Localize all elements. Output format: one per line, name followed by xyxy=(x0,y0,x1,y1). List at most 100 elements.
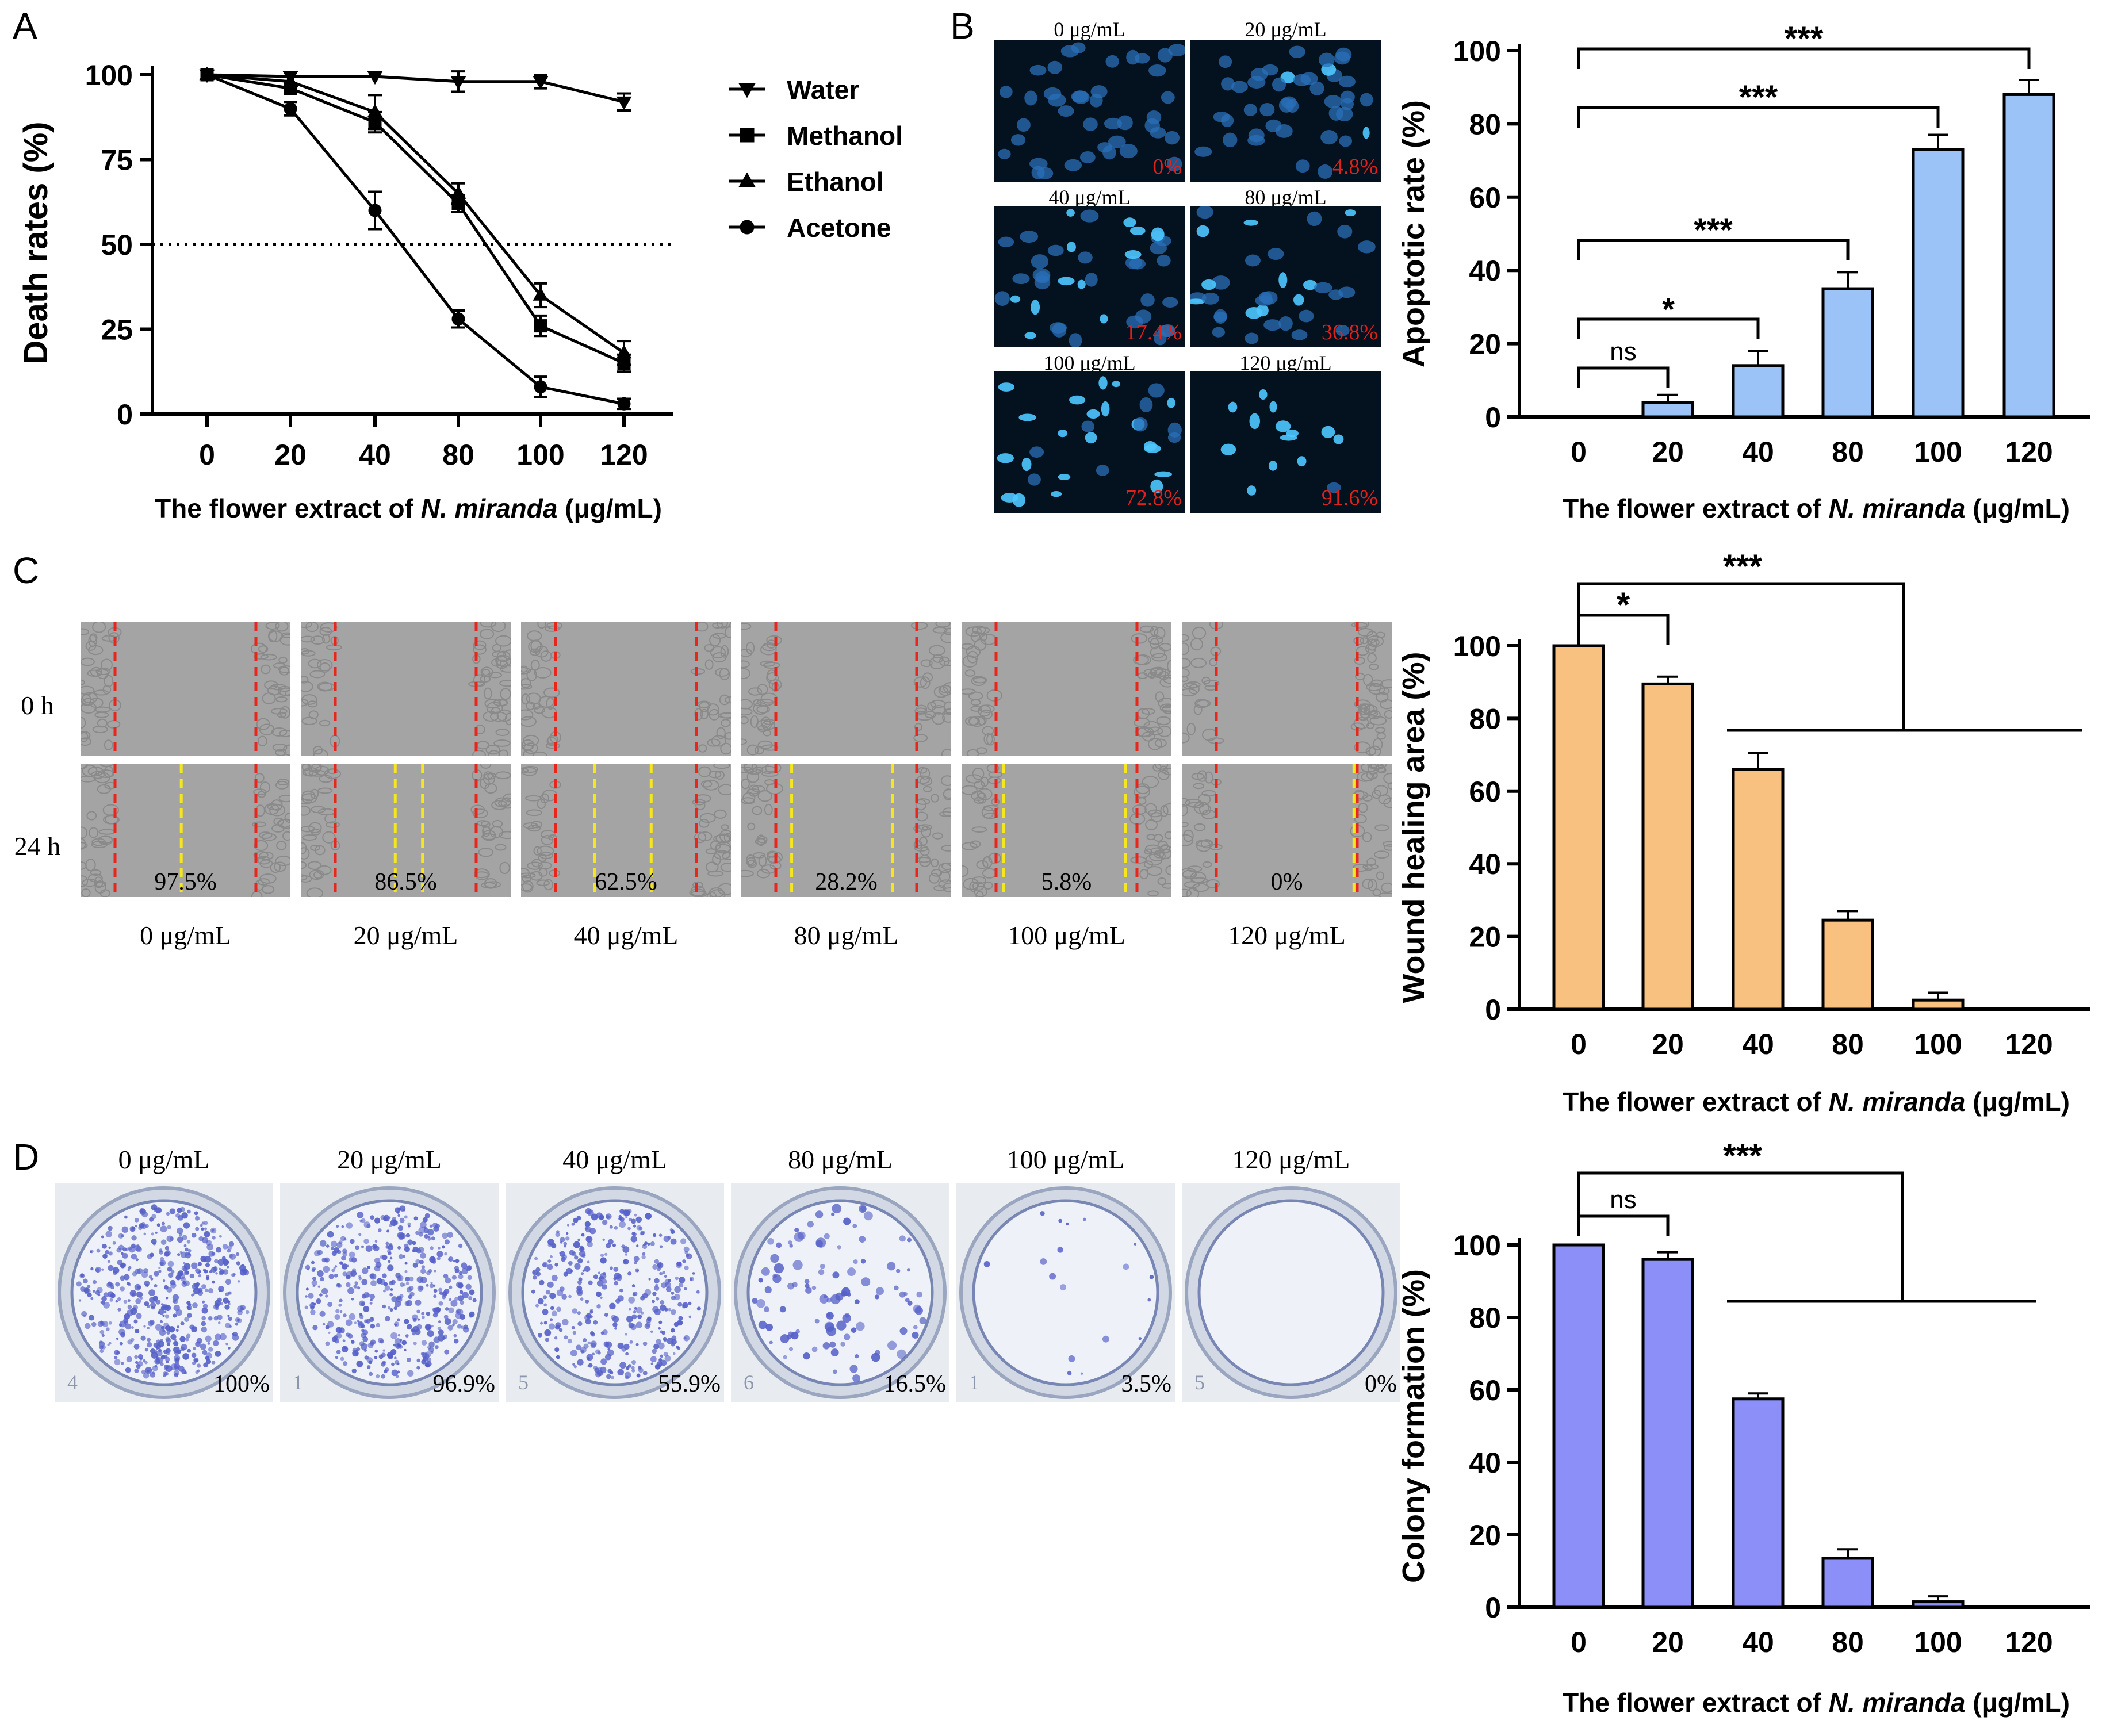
cell-texture xyxy=(251,642,267,655)
nucleus xyxy=(1029,64,1047,76)
colony xyxy=(430,1282,433,1285)
colony xyxy=(335,1356,338,1359)
data-point xyxy=(368,204,382,217)
colony xyxy=(158,1270,162,1273)
colony xyxy=(683,1246,690,1252)
cell-texture xyxy=(97,718,108,728)
cell-texture xyxy=(741,778,750,790)
colony xyxy=(164,1327,168,1330)
cell-texture xyxy=(319,775,333,783)
colony xyxy=(641,1255,646,1259)
nucleus xyxy=(1037,167,1054,179)
colony xyxy=(805,1287,812,1294)
colony xyxy=(623,1209,630,1217)
cell-texture xyxy=(940,632,951,643)
cell-texture xyxy=(713,764,730,769)
colony xyxy=(377,1228,382,1232)
cell-texture xyxy=(1382,841,1392,847)
colony xyxy=(413,1342,417,1346)
wound-closure-percent: 62.5% xyxy=(595,869,657,895)
colony xyxy=(602,1284,607,1290)
colony xyxy=(217,1259,224,1266)
colony xyxy=(385,1241,389,1246)
colony xyxy=(860,1259,866,1264)
colony xyxy=(1134,1243,1137,1246)
colony xyxy=(660,1359,667,1366)
colony xyxy=(202,1350,208,1355)
significance-label: *** xyxy=(1785,20,1824,58)
cell-texture xyxy=(529,648,541,656)
colony xyxy=(443,1288,450,1294)
nucleus xyxy=(1340,90,1355,104)
colony xyxy=(158,1266,161,1269)
colony xyxy=(135,1268,141,1275)
y-tick-label: 80 xyxy=(1469,108,1501,140)
colony xyxy=(774,1263,784,1274)
bar-40 xyxy=(1732,1397,1785,1609)
bar-40 xyxy=(1732,364,1785,419)
colony xyxy=(319,1310,326,1317)
wound-dose-label: 100 μg/mL xyxy=(1008,921,1125,950)
colony xyxy=(116,1351,120,1355)
apoptotic-nucleus xyxy=(1012,493,1026,507)
colony xyxy=(403,1209,405,1212)
colony xyxy=(415,1259,420,1264)
colony xyxy=(561,1256,566,1262)
colony xyxy=(115,1300,118,1303)
colony xyxy=(983,1260,990,1267)
cell-texture xyxy=(707,738,721,747)
cell-texture xyxy=(1366,722,1374,729)
colony xyxy=(469,1289,475,1296)
colony xyxy=(789,1244,794,1248)
colony xyxy=(125,1323,132,1330)
colony xyxy=(103,1292,109,1298)
colony xyxy=(336,1350,341,1355)
colony xyxy=(189,1273,194,1279)
cell-texture xyxy=(319,662,331,673)
colony xyxy=(152,1296,158,1301)
colony xyxy=(662,1271,665,1274)
cell-texture xyxy=(745,642,755,654)
apoptotic-nucleus xyxy=(1275,420,1291,432)
colony xyxy=(370,1339,376,1345)
wound-dose-label: 40 μg/mL xyxy=(573,921,679,950)
colony xyxy=(571,1325,575,1329)
colony xyxy=(418,1227,426,1234)
colony xyxy=(198,1274,202,1278)
cell-texture xyxy=(756,705,770,714)
apoptotic-nucleus xyxy=(1201,279,1216,290)
cell-texture xyxy=(938,863,951,873)
cell-texture xyxy=(269,804,285,817)
colony xyxy=(325,1294,328,1298)
cell-texture xyxy=(490,711,507,722)
cell-texture xyxy=(702,780,719,791)
cell-texture xyxy=(712,853,721,865)
colony xyxy=(144,1348,148,1352)
colony xyxy=(370,1298,373,1301)
x-tick-label: 100 xyxy=(1914,1028,1962,1060)
significance-bracket xyxy=(1577,1214,1670,1236)
cell-texture xyxy=(522,874,531,883)
colony xyxy=(675,1276,679,1281)
nucleus xyxy=(1097,142,1113,153)
colony xyxy=(223,1297,229,1304)
colony xyxy=(78,1299,82,1302)
cell-texture xyxy=(81,737,91,746)
colony xyxy=(770,1254,779,1263)
colony xyxy=(818,1269,825,1275)
colony xyxy=(370,1273,377,1280)
cell-texture xyxy=(970,840,981,848)
colony xyxy=(438,1301,443,1306)
colony xyxy=(143,1232,146,1236)
colony-plate-image xyxy=(506,1183,724,1402)
colony xyxy=(405,1277,410,1282)
nucleus xyxy=(994,291,1010,306)
cell-texture xyxy=(528,640,543,653)
nucleus xyxy=(1043,87,1062,101)
apoptotic-nucleus xyxy=(1247,485,1257,496)
colony xyxy=(577,1280,583,1285)
colony xyxy=(155,1231,158,1234)
colony xyxy=(145,1224,149,1228)
colony xyxy=(163,1374,166,1377)
colony xyxy=(652,1233,657,1237)
